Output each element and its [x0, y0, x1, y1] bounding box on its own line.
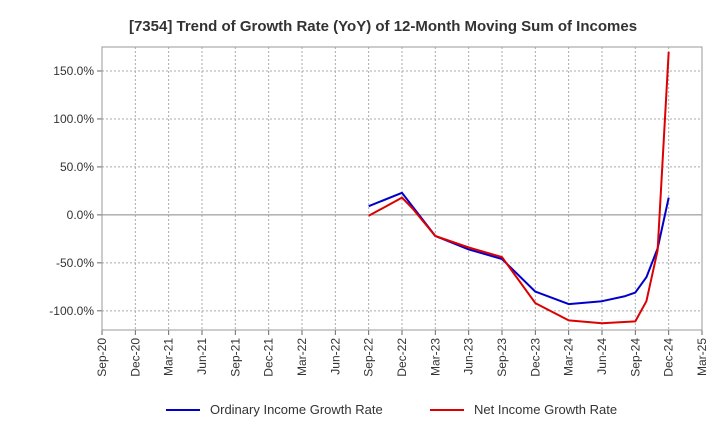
x-tick-label: Mar-22: [295, 338, 309, 376]
x-tick-label: Dec-21: [262, 338, 276, 377]
legend-label: Ordinary Income Growth Rate: [210, 402, 383, 417]
x-tick-label: Mar-23: [428, 338, 442, 376]
x-tick-label: Dec-23: [528, 338, 542, 377]
x-tick-label: Jun-23: [462, 338, 476, 375]
plot-frame: [101, 46, 703, 331]
x-tick-label: Jun-22: [328, 338, 342, 375]
x-tick-label: Jun-21: [195, 338, 209, 375]
x-tick-label: Mar-21: [162, 338, 176, 376]
series-line-net-income: [368, 51, 670, 325]
x-tick-label: Sep-22: [362, 338, 376, 377]
x-tick-label: Dec-22: [395, 338, 409, 377]
x-tick-label: Sep-24: [628, 338, 642, 377]
y-tick-label: -50.0%: [56, 256, 94, 270]
x-tick-label: Mar-25: [695, 338, 709, 376]
y-tick-label: -100.0%: [49, 304, 94, 318]
x-tick-label: Sep-21: [228, 338, 242, 377]
y-tick-label: 50.0%: [60, 160, 94, 174]
x-tick-label: Dec-20: [128, 338, 142, 377]
x-tick-label: Dec-24: [662, 338, 676, 377]
x-tick-label: Mar-24: [562, 338, 576, 376]
y-axis: 150.0% 100.0% 50.0% 0.0% -50.0% -100.0%: [49, 64, 102, 318]
x-axis: Sep-20 Dec-20 Mar-21 Jun-21 Sep-21 Dec-21 Mar-…: [95, 330, 709, 377]
legend-label: Net Income Growth Rate: [474, 402, 617, 417]
x-tick-label: Sep-23: [495, 338, 509, 377]
y-tick-label: 150.0%: [53, 64, 94, 78]
x-tick-label: Jun-24: [595, 338, 609, 375]
y-tick-label: 100.0%: [53, 112, 94, 126]
series-line-ordinary-income: [368, 191, 670, 306]
x-tick-label: Sep-20: [95, 338, 109, 377]
grid: [101, 47, 703, 330]
legend: Ordinary Income Growth Rate Net Income Gr…: [166, 402, 617, 417]
y-tick-label: 0.0%: [67, 208, 95, 222]
series-layer: [368, 51, 670, 325]
chart-title: [7354] Trend of Growth Rate (YoY) of 12-…: [129, 18, 637, 35]
